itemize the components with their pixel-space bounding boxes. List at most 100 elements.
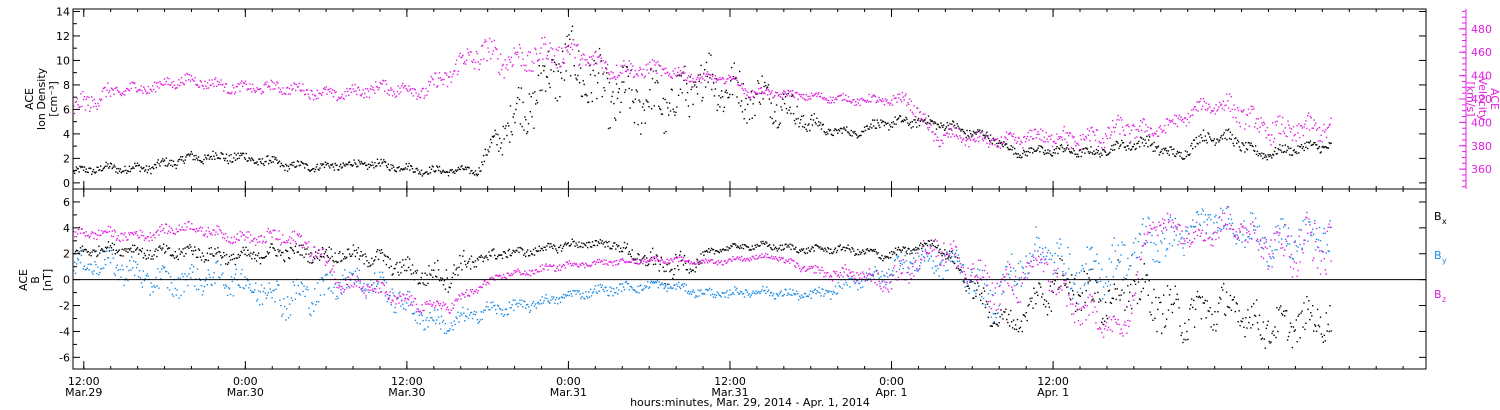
- bx-point: [1218, 302, 1220, 304]
- velocity-point: [312, 93, 314, 96]
- velocity-point: [493, 39, 495, 42]
- bx-point: [1102, 323, 1105, 326]
- velocity-point: [1195, 109, 1197, 111]
- density-point: [724, 91, 726, 93]
- bx-point: [850, 251, 852, 253]
- density-point: [952, 120, 954, 122]
- velocity-point: [623, 60, 625, 62]
- density-point: [507, 122, 509, 124]
- bx-point: [852, 248, 854, 250]
- velocity-point: [268, 85, 270, 87]
- density-point: [1165, 147, 1167, 149]
- velocity-point: [145, 92, 148, 95]
- bx-point: [839, 244, 841, 246]
- velocity-point: [694, 80, 696, 83]
- velocity-point: [299, 89, 301, 91]
- by-point: [214, 282, 216, 284]
- velocity-point: [602, 60, 604, 62]
- by-point: [672, 287, 674, 289]
- bx-point: [728, 247, 730, 249]
- density-point: [590, 92, 593, 94]
- bx-point: [1087, 281, 1089, 283]
- bx-point: [757, 245, 759, 247]
- velocity-point: [1315, 122, 1317, 124]
- velocity-point: [1268, 134, 1270, 136]
- velocity-point: [413, 88, 415, 90]
- by-point: [595, 291, 598, 293]
- bx-point: [1317, 324, 1320, 326]
- velocity-point: [1054, 142, 1056, 145]
- density-point: [1232, 142, 1234, 145]
- bx-point: [617, 245, 619, 248]
- bx-point: [1067, 278, 1069, 280]
- density-point: [410, 165, 413, 167]
- velocity-point: [545, 57, 548, 60]
- bx-point: [476, 257, 479, 260]
- density-point: [495, 133, 497, 135]
- density-point: [272, 161, 274, 163]
- bx-point: [361, 255, 363, 257]
- velocity-point: [1157, 135, 1160, 137]
- by-point: [839, 286, 841, 288]
- density-point: [588, 64, 591, 67]
- bx-point: [1098, 301, 1100, 303]
- by-point: [208, 273, 210, 276]
- velocity-point: [1326, 127, 1329, 129]
- bx-point: [74, 250, 77, 253]
- density-point: [422, 173, 424, 175]
- velocity-point: [512, 63, 514, 66]
- velocity-point: [939, 145, 941, 147]
- density-point: [364, 162, 366, 164]
- bx-point: [273, 247, 275, 250]
- by-point: [394, 306, 396, 309]
- velocity-point: [1077, 144, 1080, 146]
- bx-point: [608, 241, 610, 243]
- velocity-point: [90, 107, 92, 109]
- bx-point: [205, 259, 207, 261]
- density-point: [1313, 142, 1315, 144]
- bx-point: [904, 246, 906, 249]
- velocity-point: [893, 97, 895, 100]
- by-point: [482, 311, 484, 313]
- bx-point: [512, 249, 514, 252]
- velocity-point: [1148, 134, 1150, 136]
- density-point: [711, 88, 713, 91]
- velocity-point: [1078, 148, 1081, 151]
- by-point: [619, 283, 622, 285]
- density-point: [875, 127, 877, 129]
- velocity-point: [877, 101, 879, 103]
- density-point: [805, 128, 807, 130]
- density-point: [128, 165, 131, 168]
- density-point: [1071, 152, 1073, 154]
- density-point: [987, 135, 989, 137]
- by-point: [88, 269, 90, 271]
- by-point: [417, 308, 419, 310]
- velocity-point: [1221, 107, 1224, 110]
- by-point: [377, 281, 380, 283]
- by-point: [477, 322, 479, 324]
- velocity-point: [475, 50, 478, 53]
- bx-point: [546, 245, 548, 247]
- bx-point: [250, 252, 252, 254]
- density-point: [260, 162, 263, 165]
- density-point: [828, 128, 830, 131]
- density-point: [664, 98, 666, 101]
- velocity-point: [1034, 128, 1037, 130]
- velocity-point: [1017, 136, 1019, 139]
- by-point: [623, 289, 626, 291]
- velocity-point: [1284, 127, 1286, 129]
- by-point: [850, 278, 852, 280]
- density-point: [814, 121, 816, 124]
- by-point: [809, 290, 811, 292]
- bx-point: [378, 249, 381, 252]
- velocity-point: [1233, 104, 1235, 106]
- density-point: [1170, 146, 1172, 148]
- velocity-point: [73, 105, 75, 107]
- bx-point: [488, 251, 490, 253]
- velocity-point: [1002, 142, 1004, 144]
- bx-point: [1219, 296, 1221, 299]
- density-point: [675, 111, 677, 114]
- velocity-point: [96, 108, 98, 110]
- density-point: [757, 82, 760, 84]
- bx-point: [230, 254, 233, 256]
